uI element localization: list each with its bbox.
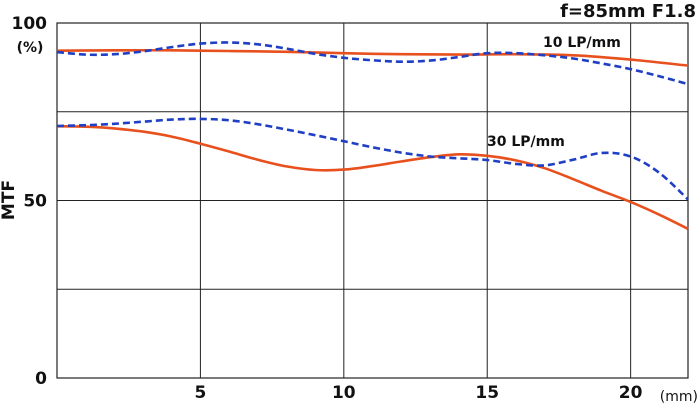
series-group: [56, 41, 689, 231]
y-tick-label: 50: [23, 192, 47, 212]
x-unit-label: (mm): [660, 389, 698, 405]
series-line-0: [56, 48, 689, 67]
y-tick-label: 0: [35, 369, 47, 389]
x-tick-label: 20: [619, 383, 643, 403]
series-line-3: [56, 117, 689, 201]
y-unit-label: (%): [17, 40, 44, 56]
annotation-10lp: 10 LP/mm: [543, 35, 621, 51]
series-line-2: [56, 125, 689, 231]
y-axis-label: MTF: [0, 180, 19, 220]
chart-title: f=85mm F1.8: [560, 1, 696, 22]
y-tick-label: 100: [12, 14, 48, 34]
x-tick-label: 10: [332, 383, 356, 403]
x-tick-label: 15: [475, 383, 499, 403]
x-tick-label: 5: [194, 383, 206, 403]
annotation-30lp: 30 LP/mm: [487, 134, 565, 150]
grid: [56, 22, 689, 379]
